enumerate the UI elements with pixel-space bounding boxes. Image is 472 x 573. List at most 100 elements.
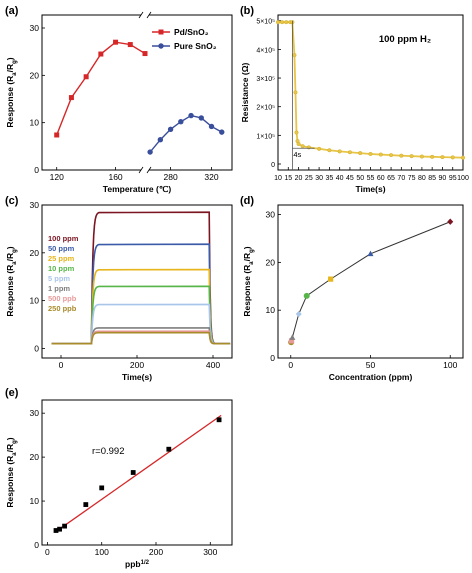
y-axis-label-part: ): [5, 437, 15, 440]
x-tick-label: 40: [336, 175, 344, 182]
x-tick-label: 200: [130, 360, 144, 370]
data-point-pure-sno2: [198, 115, 204, 121]
y-axis-label-part: ): [5, 246, 15, 249]
x-tick-label: 300: [203, 547, 217, 557]
data-point-pd-sno2: [98, 51, 104, 57]
panel-label: (e): [5, 387, 19, 399]
y-tick-label: 2×10⁵: [256, 105, 275, 112]
x-axis-label: Temperature (℃): [103, 184, 172, 194]
data-point: [294, 130, 299, 135]
axis-break-mark: [138, 166, 152, 174]
y-tick-label: 0: [34, 165, 39, 175]
x-axis-label: Time(s): [355, 184, 385, 194]
x-tick-label: 320: [204, 172, 218, 182]
data-point: [62, 523, 67, 529]
data-point: [280, 20, 285, 25]
data-point: [306, 145, 311, 150]
y-tick-label: 30: [266, 210, 276, 220]
legend-label: 100 ppm: [48, 234, 79, 243]
y-tick-label: 0: [34, 540, 39, 550]
data-point: [337, 149, 342, 154]
data-point: [130, 470, 136, 475]
legend-label: 25 ppm: [48, 254, 75, 263]
data-point: [83, 502, 89, 507]
x-tick-label: 35: [325, 175, 333, 182]
fit-line: [55, 414, 222, 533]
x-tick-label: 0: [288, 360, 293, 370]
data-point: [367, 250, 374, 257]
y-tick-label: 30: [30, 408, 40, 418]
data-point-pure-sno2: [167, 126, 174, 132]
legend-label: 250 ppb: [48, 304, 77, 313]
y-axis-label-part: /R: [242, 253, 252, 262]
y-tick-label: 10: [30, 496, 40, 506]
data-point: [447, 218, 454, 225]
y-tick-label: 10: [30, 118, 40, 128]
legend-label: Pd/SnO₂: [174, 27, 209, 37]
x-tick-label: 100: [443, 360, 457, 370]
y-axis-label-part: Response (R: [5, 265, 15, 317]
data-point: [440, 155, 445, 160]
y-axis-label: Response (Ra/Rg): [5, 57, 18, 127]
y-axis-label: Response (Ra/Rg): [5, 437, 18, 507]
y-axis-label: Response (Ra/Rg): [242, 246, 255, 316]
data-point: [166, 446, 172, 452]
legend-label: 10 ppm: [48, 264, 75, 273]
y-tick-label: 1×10⁵: [256, 133, 275, 140]
x-tick-label: 90: [439, 175, 447, 182]
x-tick-label: 100: [95, 547, 109, 557]
chart-title: 100 ppm H₂: [379, 34, 431, 45]
x-tick-label: 0: [45, 547, 50, 557]
data-point: [328, 276, 334, 282]
data-point: [409, 154, 414, 159]
data-point-pd-sno2: [83, 74, 89, 80]
legend-label: 50 ppm: [48, 244, 75, 253]
data-point-pure-sno2: [188, 112, 194, 119]
data-point: [300, 144, 305, 149]
y-axis-label-part: /R: [5, 64, 15, 73]
data-point: [450, 155, 455, 160]
y-tick-label: 10: [266, 305, 276, 315]
y-axis-label-part: ): [5, 57, 15, 60]
y-axis-label-part: a: [249, 261, 255, 265]
axis-break-gap: [141, 168, 149, 172]
data-point-pd-sno2: [127, 42, 133, 48]
panel-d: (d) 0 10 20 30 0 50 100 Response (Ra/Rg) Concentr…: [240, 195, 464, 382]
x-axis-label: ppb1/2: [125, 559, 150, 569]
data-point: [292, 53, 297, 58]
axis-break-mark: [138, 11, 152, 19]
y-tick-label: 5×10⁵: [256, 19, 275, 26]
data-point-pure-sno2: [208, 123, 215, 130]
x-tick-label: 70: [397, 175, 405, 182]
data-point: [295, 310, 302, 318]
data-point: [430, 154, 435, 159]
x-tick-label: 75: [408, 175, 416, 182]
data-point: [399, 153, 404, 158]
response-curve: [51, 303, 231, 345]
y-axis-label-part: /R: [5, 444, 15, 453]
data-point: [378, 152, 383, 157]
legend-marker: [158, 43, 164, 49]
data-point: [289, 334, 296, 340]
legend-label: 1 ppm: [48, 284, 70, 293]
legend-label: 5 ppm: [48, 274, 70, 283]
y-axis-label-part: Response (R: [5, 456, 15, 508]
y-axis-label-part: g: [12, 440, 18, 444]
response-curve: [51, 331, 231, 345]
y-axis-label-part: Response (R: [5, 76, 15, 128]
x-tick-label: 100: [457, 175, 469, 182]
y-axis-label-part: ): [242, 246, 252, 249]
panel-label: (c): [5, 195, 19, 207]
data-point-pd-sno2: [54, 132, 60, 138]
y-tick-label: 0: [270, 353, 275, 363]
y-tick-label: 20: [266, 257, 276, 267]
x-axis-label: Concentration (ppm): [329, 372, 413, 382]
response-curve: [51, 243, 231, 345]
data-point-pd-sno2: [68, 95, 74, 101]
data-point: [317, 146, 322, 151]
x-tick-label: 45: [346, 175, 354, 182]
x-tick-label: 60: [377, 175, 385, 182]
resistance-line: [278, 21, 464, 159]
response-curve: [51, 327, 231, 345]
